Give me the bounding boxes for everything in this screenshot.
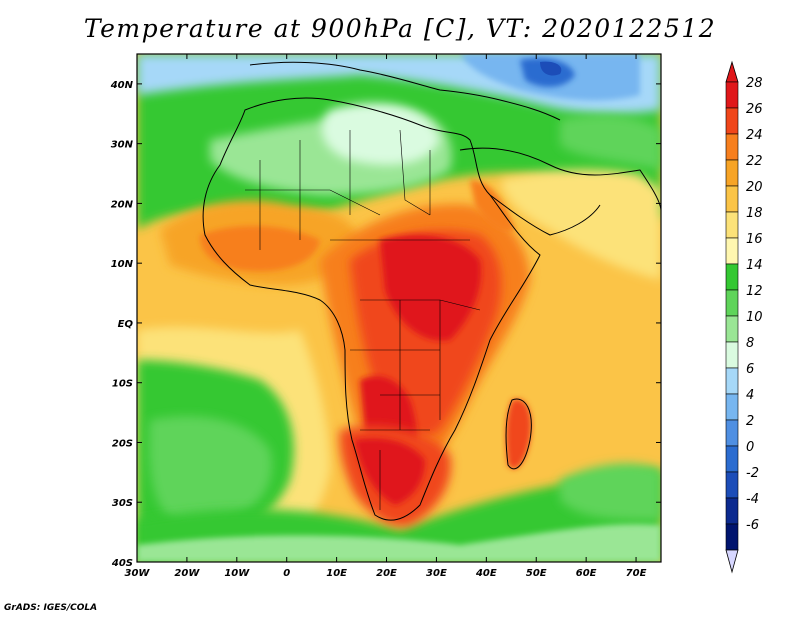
colorbar-label: 28 — [746, 76, 763, 91]
lon-tick-label: 0 — [283, 568, 290, 579]
colorbar-label: 6 — [746, 362, 754, 377]
colorbar-label: 16 — [746, 232, 763, 247]
colorbar-label: 24 — [746, 128, 763, 143]
colorbar-swatch — [725, 211, 739, 239]
lon-tick-label: 40E — [475, 568, 497, 579]
lon-tick-label: 10W — [224, 568, 250, 579]
colorbar-label: 8 — [746, 336, 754, 351]
colorbar-label: 12 — [746, 284, 763, 299]
colorbar-swatch — [725, 471, 739, 499]
colorbar-swatch — [725, 159, 739, 187]
colorbar-swatch — [725, 107, 739, 135]
colorbar-bottom-cap — [725, 549, 739, 574]
colorbar-label: 2 — [746, 414, 754, 429]
lat-tick-label: 40S — [111, 558, 133, 569]
lon-tick-label: 50E — [526, 568, 547, 579]
colorbar-label: -4 — [746, 492, 759, 507]
colorbar-swatch — [725, 315, 739, 343]
colorbar-swatch — [725, 497, 739, 525]
colorbar-swatch — [725, 445, 739, 473]
lon-tick-label: 70E — [626, 568, 647, 579]
colorbar-label: -6 — [746, 518, 759, 533]
colorbar-label: 26 — [746, 102, 763, 117]
colorbar-label: 18 — [746, 206, 763, 221]
colorbar-swatch — [725, 393, 739, 421]
colorbar-swatch — [725, 263, 739, 291]
colorbar-label: 10 — [746, 310, 763, 325]
colorbar-label: 22 — [746, 154, 763, 169]
colorbar-swatch — [725, 341, 739, 369]
colorbar-swatch — [725, 237, 739, 265]
lon-tick-label: 60E — [576, 568, 597, 579]
lat-tick-label: 20S — [112, 438, 133, 449]
colorbar-label: 14 — [746, 258, 763, 273]
lat-tick-label: 10S — [112, 379, 133, 390]
colorbar-swatch — [725, 367, 739, 395]
colorbar-swatch — [725, 289, 739, 317]
country-borders — [245, 129, 481, 510]
coastlines — [202, 61, 661, 521]
colorbar-label: -2 — [746, 466, 759, 481]
lat-tick-label: EQ — [118, 319, 134, 330]
colorbar-swatch — [725, 133, 739, 161]
lon-tick-label: 10E — [326, 568, 347, 579]
colorbar-swatch — [725, 185, 739, 213]
colorbar-label: 4 — [746, 388, 754, 403]
lat-tick-label: 30N — [111, 140, 134, 151]
temperature-field — [137, 54, 661, 562]
colorbar-top-cap — [725, 60, 739, 83]
lat-tick-label: 40N — [110, 80, 134, 91]
lon-tick-label: 20W — [174, 568, 200, 579]
lon-tick-label: 30W — [125, 568, 151, 579]
lat-tick-label: 30S — [112, 498, 133, 509]
colorbar-swatch — [725, 523, 739, 551]
credit-label: GrADS: IGES/COLA — [4, 603, 98, 613]
map-frame — [136, 53, 662, 563]
lon-tick-label: 30E — [426, 568, 447, 579]
colorbar-swatch — [725, 81, 739, 109]
lat-tick-label: 10N — [111, 259, 134, 270]
lat-tick-label: 20N — [111, 199, 134, 210]
axis-ticks: 30W 20W 10W 0 10E 20E 30E 40E 50E 60E 70E 40S 30S 20S… — [110, 54, 661, 579]
colorbar-swatch — [725, 419, 739, 447]
colorbar-label: 20 — [746, 180, 763, 195]
colorbar-label: 0 — [746, 440, 754, 455]
map-title: Temperature at 900hPa [C], VT: 202012251… — [83, 14, 717, 43]
lon-tick-label: 20E — [376, 568, 397, 579]
